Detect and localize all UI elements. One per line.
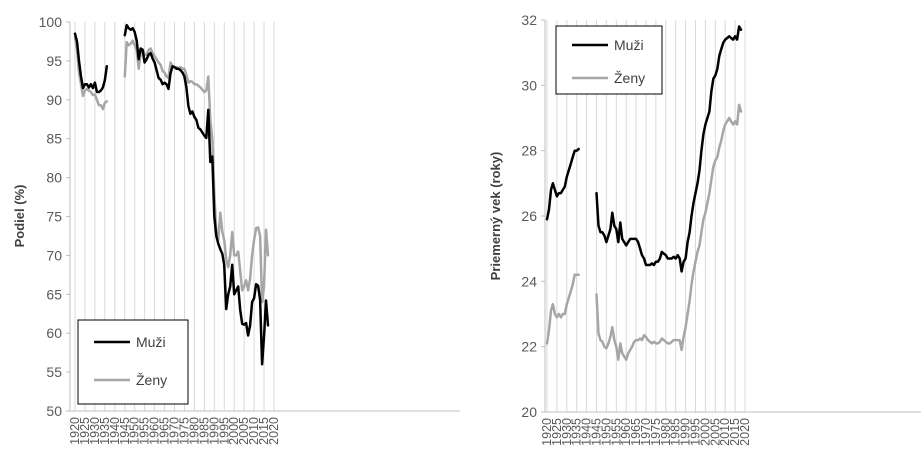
x-tick-label: 1935 (570, 418, 584, 446)
series-line-zeny-segment-1 (123, 39, 270, 304)
x-tick-label: 1940 (108, 417, 122, 445)
x-tick-label: 1945 (118, 417, 132, 445)
y-tick-label: 100 (39, 14, 63, 30)
x-tick-label: 1950 (599, 418, 613, 446)
x-tick-label: 1940 (580, 418, 594, 446)
x-tick-label: 1980 (659, 418, 673, 446)
x-tick-label: 1955 (609, 418, 623, 446)
legend-label-0: Muži (614, 37, 644, 53)
x-tick-label: 2010 (718, 418, 732, 446)
x-tick-label: 1975 (649, 418, 663, 446)
y-tick-label: 75 (46, 209, 62, 225)
x-tick-label: 1990 (679, 418, 693, 446)
y-tick-label: 70 (46, 247, 62, 263)
y-tick-label: 30 (521, 77, 537, 93)
series-line-zeny-segment-1 (595, 103, 743, 361)
x-tick-label: 1990 (207, 417, 221, 445)
legend-box (77, 319, 189, 405)
x-tick-label: 2015 (728, 418, 742, 446)
x-tick-label: 2000 (698, 418, 712, 446)
series-line-muzi-segment-0 (73, 32, 109, 94)
y-axis-title: Podiel (%) (12, 185, 27, 248)
y-tick-label: 20 (521, 404, 537, 420)
y-tick-label: 65 (46, 286, 62, 302)
series-line-muzi-segment-0 (545, 147, 580, 221)
x-tick-label: 1985 (669, 418, 683, 446)
x-tick-label: 1925 (78, 417, 92, 445)
y-tick-label: 95 (46, 53, 62, 69)
x-tick-label: 1970 (639, 418, 653, 446)
x-tick-label: 1920 (68, 417, 82, 445)
x-tick-label: 1945 (590, 418, 604, 446)
x-tick-label: 2010 (247, 417, 261, 445)
x-tick-label: 2000 (227, 417, 241, 445)
y-axis-title: Priemerný vek (roky) (488, 152, 503, 281)
series-line-muzi-segment-1 (595, 25, 743, 273)
x-tick-label: 1950 (128, 417, 142, 445)
x-tick-label: 2015 (257, 417, 271, 445)
x-tick-label: 1975 (177, 417, 191, 445)
x-tick-label: 1960 (148, 417, 162, 445)
x-tick-label: 2005 (237, 417, 251, 445)
right-chart-mean-age: 2022242628303219201925193019351940194519… (488, 12, 921, 446)
x-tick-label: 1995 (217, 417, 231, 445)
y-tick-label: 55 (46, 364, 62, 380)
y-tick-label: 90 (46, 92, 62, 108)
series-line-zeny-segment-0 (545, 273, 580, 345)
legend-label-1: Ženy (136, 372, 167, 388)
x-tick-label: 1935 (98, 417, 112, 445)
y-tick-label: 26 (521, 208, 537, 224)
left-chart-share: 5055606570758085909510019201925193019351… (12, 14, 460, 445)
x-tick-label: 1960 (619, 418, 633, 446)
y-tick-label: 32 (521, 12, 537, 28)
x-tick-label: 1925 (550, 418, 564, 446)
legend-box (555, 25, 663, 95)
x-tick-label: 1985 (197, 417, 211, 445)
x-tick-label: 1980 (187, 417, 201, 445)
y-tick-label: 24 (521, 273, 537, 289)
y-tick-label: 85 (46, 131, 62, 147)
x-tick-label: 2020 (738, 418, 752, 446)
y-tick-label: 28 (521, 143, 537, 159)
x-tick-label: 1930 (560, 418, 574, 446)
legend-label-1: Ženy (614, 70, 645, 86)
series-line-muzi-segment-1 (123, 23, 270, 366)
x-tick-label: 2020 (267, 417, 281, 445)
x-tick-label: 1955 (138, 417, 152, 445)
y-tick-label: 22 (521, 339, 537, 355)
series-line-zeny-segment-0 (73, 36, 109, 111)
x-tick-label: 1995 (689, 418, 703, 446)
x-tick-label: 1965 (158, 417, 172, 445)
x-tick-label: 1920 (540, 418, 554, 446)
x-tick-label: 2005 (708, 418, 722, 446)
y-tick-label: 80 (46, 170, 62, 186)
legend-label-0: Muži (136, 334, 166, 350)
y-tick-label: 60 (46, 325, 62, 341)
x-tick-label: 1930 (88, 417, 102, 445)
x-tick-label: 1970 (168, 417, 182, 445)
y-tick-label: 50 (46, 403, 62, 419)
x-tick-label: 1965 (629, 418, 643, 446)
